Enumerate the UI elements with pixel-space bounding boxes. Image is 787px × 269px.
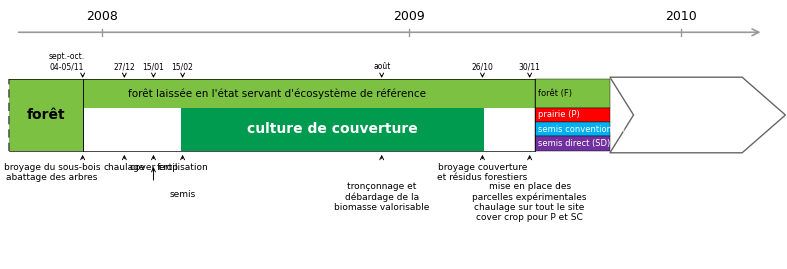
Text: 27/12: 27/12: [113, 62, 135, 71]
Polygon shape: [610, 77, 785, 153]
Bar: [535, 122, 610, 136]
Text: forêt: forêt: [27, 108, 65, 122]
Text: tronçonnage et
débardage de la
biomasse valorisable: tronçonnage et débardage de la biomasse …: [334, 182, 430, 212]
Text: cover crop: cover crop: [130, 163, 177, 172]
Bar: [535, 136, 610, 151]
Text: sept.-oct.
04-05/11: sept.-oct. 04-05/11: [49, 52, 85, 71]
Text: 15/02: 15/02: [172, 62, 194, 71]
Text: 2010: 2010: [665, 10, 696, 23]
Text: chaulage: chaulage: [104, 163, 145, 172]
Text: semis direct (SD): semis direct (SD): [538, 139, 611, 148]
Text: semis conventionnel (SC): semis conventionnel (SC): [538, 125, 645, 134]
Text: 26/10: 26/10: [471, 62, 493, 71]
Bar: [83, 108, 181, 151]
Text: broyage couverture
et résidus forestiers: broyage couverture et résidus forestiers: [438, 163, 527, 182]
Text: prairie (P): prairie (P): [538, 111, 580, 119]
Bar: [535, 108, 610, 122]
Text: août: août: [373, 62, 390, 71]
Text: forêt (F): forêt (F): [538, 89, 572, 98]
Text: semis: semis: [169, 190, 196, 199]
Text: 2008: 2008: [87, 10, 118, 23]
Bar: [83, 79, 535, 108]
Bar: [535, 79, 610, 108]
Bar: [181, 108, 484, 151]
Text: culture de couverture: culture de couverture: [247, 122, 418, 136]
Text: fertilisation: fertilisation: [157, 163, 209, 172]
Text: 15/01: 15/01: [142, 62, 164, 71]
Text: 30/11: 30/11: [519, 62, 541, 71]
Bar: [9, 79, 83, 151]
Text: broyage du sous-bois
abattage des arbres: broyage du sous-bois abattage des arbres: [4, 163, 101, 182]
Text: 2009: 2009: [394, 10, 425, 23]
Text: forêt laissée en l'état servant d'écosystème de référence: forêt laissée en l'état servant d'écosys…: [128, 88, 427, 99]
Text: mise en place des
parcelles expérimentales
chaulage sur tout le site
cover crop : mise en place des parcelles expérimental…: [472, 182, 587, 222]
